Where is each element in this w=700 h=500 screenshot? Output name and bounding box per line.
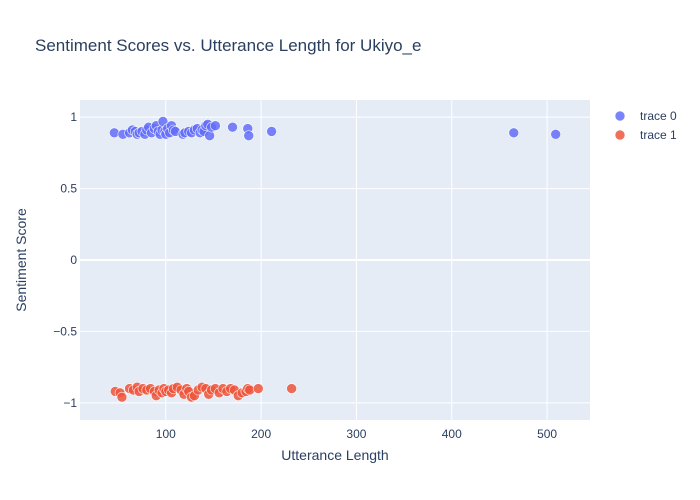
data-points xyxy=(109,116,561,403)
legend-label: trace 0 xyxy=(640,109,677,123)
data-point-trace-1 xyxy=(116,391,128,403)
data-point-trace-0 xyxy=(550,128,561,140)
legend-item-trace-0[interactable]: trace 0 xyxy=(614,109,677,123)
x-tick-label: 500 xyxy=(537,427,557,441)
legend-item-trace-1[interactable]: trace 1 xyxy=(614,128,677,142)
y-tick-label: −1 xyxy=(63,396,77,410)
legend-marker xyxy=(614,110,626,122)
y-tick-label: 1 xyxy=(70,110,77,124)
x-axis-title: Utterance Length xyxy=(281,447,388,463)
gridlines xyxy=(80,100,590,420)
y-axis-title: Sentiment Score xyxy=(13,208,29,312)
x-tick-label: 300 xyxy=(346,427,366,441)
data-point-trace-1 xyxy=(286,383,297,394)
chart-title: Sentiment Scores vs. Utterance Length fo… xyxy=(35,36,421,55)
data-point-trace-0 xyxy=(508,127,520,139)
legend[interactable]: trace 0 trace 1 xyxy=(614,109,677,142)
data-point-trace-0 xyxy=(266,126,277,137)
legend-label: trace 1 xyxy=(640,128,677,142)
data-point-trace-1 xyxy=(252,383,264,394)
x-tick-label: 100 xyxy=(156,427,176,441)
y-tick-label: −0.5 xyxy=(53,324,77,338)
data-point-trace-0 xyxy=(227,121,238,133)
data-point-trace-0 xyxy=(210,120,221,132)
y-tick-label: 0.5 xyxy=(60,182,77,196)
x-axis-ticks: 100 200 300 400 500 xyxy=(156,427,558,441)
y-tick-label: 0 xyxy=(70,253,77,267)
data-point-trace-0 xyxy=(204,130,215,142)
y-axis-ticks: 1 0.5 0 −0.5 −1 xyxy=(53,110,77,410)
x-tick-label: 400 xyxy=(442,427,462,441)
legend-marker xyxy=(614,129,626,141)
x-tick-label: 200 xyxy=(251,427,271,441)
data-point-trace-0 xyxy=(243,130,255,142)
